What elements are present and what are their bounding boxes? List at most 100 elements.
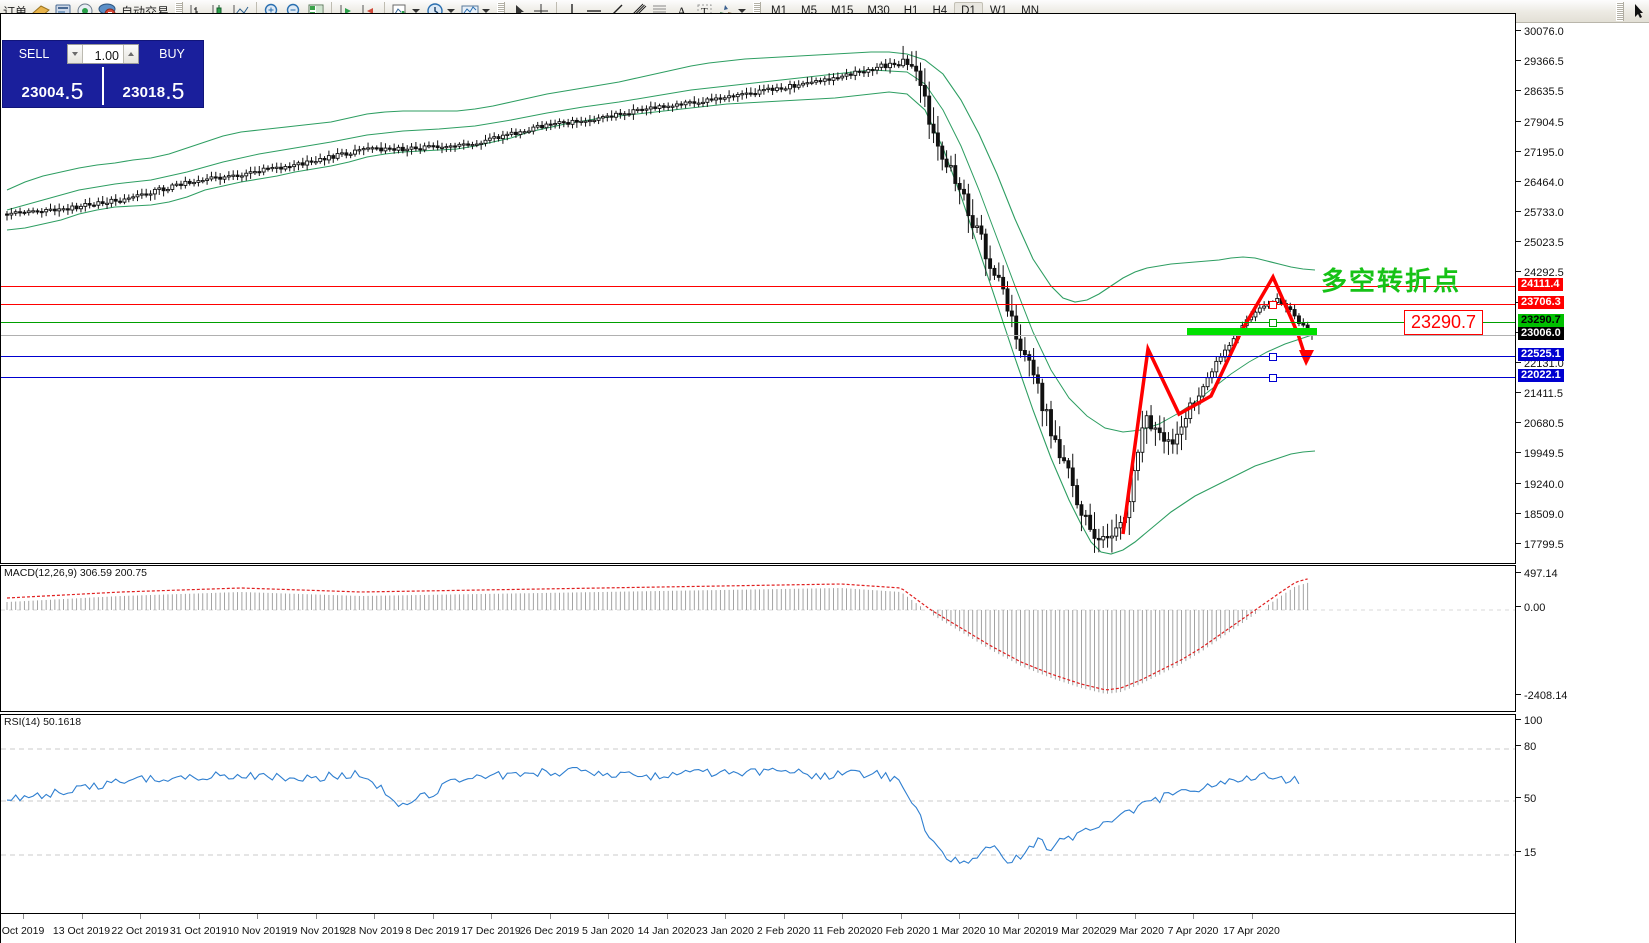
toolbar-grip[interactable] bbox=[1616, 1, 1624, 21]
level-handle-22022[interactable] bbox=[1269, 374, 1277, 382]
time-tick-label: 1 Mar 2020 bbox=[932, 925, 986, 937]
svg-text:T: T bbox=[701, 6, 708, 18]
macd-tick: -2408.14 bbox=[1516, 690, 1567, 702]
level-tag-22022[interactable]: 22022.1 bbox=[1518, 369, 1564, 382]
buy-price[interactable]: 23018.5 bbox=[104, 67, 203, 105]
time-tick-mark bbox=[198, 914, 200, 919]
sell-price[interactable]: 23004.5 bbox=[3, 67, 102, 105]
volume-increase-button[interactable] bbox=[123, 45, 138, 63]
buy-button[interactable]: BUY bbox=[141, 41, 203, 67]
chinese-annotation-text: 多空转折点 bbox=[1321, 267, 1462, 297]
sell-button[interactable]: SELL bbox=[3, 41, 65, 67]
toolbar-separator bbox=[331, 1, 333, 21]
time-tick-label: 19 Nov 2019 bbox=[285, 925, 346, 937]
volume-stepper[interactable]: 1.00 bbox=[67, 44, 139, 64]
time-tick-label: 19 Mar 2020 bbox=[1046, 925, 1106, 937]
price-tick: 27904.5 bbox=[1516, 117, 1564, 129]
rsi-pane[interactable]: RSI(14) 50.1618 bbox=[0, 714, 1516, 914]
chevron-down-icon[interactable] bbox=[412, 9, 421, 13]
toolbar-separator bbox=[384, 1, 386, 21]
toolbar-grip[interactable] bbox=[753, 1, 762, 21]
time-tick-mark bbox=[900, 914, 902, 919]
time-tick-label: 22 Oct 2019 bbox=[111, 925, 169, 937]
price-scale-macd[interactable]: 497.14 0.00 -2408.14 bbox=[1516, 565, 1649, 712]
time-tick-mark bbox=[725, 914, 726, 919]
time-scale[interactable]: Oct 2019 13 Oct 2019 22 Oct 2019 31 Oct 201… bbox=[0, 914, 1516, 943]
level-handle-23706[interactable] bbox=[1269, 301, 1277, 309]
time-tick-mark bbox=[374, 914, 375, 919]
volume-value[interactable]: 1.00 bbox=[94, 49, 119, 63]
main-chart-pane[interactable]: 多空转折点 bbox=[0, 13, 1516, 564]
chevron-down-icon[interactable] bbox=[482, 9, 491, 13]
price-level-line-22022[interactable] bbox=[1, 377, 1515, 378]
price-tick: 25733.0 bbox=[1516, 207, 1564, 219]
time-tick-label: 5 Jan 2020 bbox=[582, 925, 634, 937]
trend-annotation-lines[interactable] bbox=[1, 14, 1515, 563]
price-scale-rsi[interactable]: 100 80 50 15 bbox=[1516, 714, 1649, 914]
level-handle-22525[interactable] bbox=[1269, 353, 1277, 361]
time-tick-label: 17 Apr 2020 bbox=[1223, 925, 1280, 937]
price-tick: 25023.5 bbox=[1516, 237, 1564, 249]
level-handle-23290[interactable] bbox=[1269, 319, 1277, 327]
macd-pane[interactable]: MACD(12,26,9) 306.59 200.75 bbox=[0, 565, 1516, 712]
time-tick-label: 10 Mar 2020 bbox=[988, 925, 1047, 937]
chevron-down-icon[interactable] bbox=[738, 9, 747, 13]
price-tick: 18509.0 bbox=[1516, 509, 1564, 521]
level-tag-23290[interactable]: 23290.7 bbox=[1518, 314, 1564, 327]
cursor-arrow-icon[interactable] bbox=[1627, 1, 1649, 21]
level-tag-23006-bid: 23006.0 bbox=[1518, 327, 1564, 340]
support-zone-marker[interactable] bbox=[1187, 328, 1317, 335]
macd-tick: 497.14 bbox=[1516, 568, 1558, 580]
text-label-icon[interactable]: A bbox=[671, 1, 693, 21]
price-tick: 19949.5 bbox=[1516, 448, 1564, 460]
time-tick-label: 29 Mar 2020 bbox=[1105, 925, 1164, 937]
time-tick-label: 11 Feb 2020 bbox=[812, 925, 872, 937]
main-chart-canvas bbox=[6, 51, 1316, 555]
time-tick-mark bbox=[432, 914, 434, 919]
rsi-tick: 80 bbox=[1516, 741, 1536, 753]
price-divider bbox=[102, 67, 104, 105]
price-level-line-24111[interactable] bbox=[1, 286, 1515, 287]
price-tick: 26464.0 bbox=[1516, 177, 1564, 189]
time-tick-label: 23 Jan 2020 bbox=[696, 925, 754, 937]
time-tick-mark bbox=[1017, 914, 1019, 919]
buy-price-integer: 23018 bbox=[122, 84, 166, 101]
price-level-line-23290[interactable] bbox=[1, 322, 1515, 323]
time-tick-mark bbox=[549, 914, 551, 919]
toolbar-separator bbox=[556, 1, 558, 21]
price-tick: 28635.5 bbox=[1516, 86, 1564, 98]
rsi-label: RSI(14) 50.1618 bbox=[4, 716, 82, 728]
time-tick-mark bbox=[1134, 914, 1136, 919]
time-tick-mark bbox=[1076, 914, 1077, 919]
time-tick-mark bbox=[491, 914, 492, 919]
macd-canvas bbox=[1, 578, 1515, 694]
time-tick-mark bbox=[666, 914, 668, 919]
rsi-tick: 50 bbox=[1516, 793, 1536, 805]
price-callout-box: 23290.7 bbox=[1404, 310, 1484, 335]
horizontal-line-icon[interactable] bbox=[583, 1, 605, 21]
time-tick-label: 8 Dec 2019 bbox=[405, 925, 460, 937]
volume-decrease-button[interactable] bbox=[68, 45, 83, 63]
one-click-trading-panel[interactable]: SELL 1.00 BUY 23004.5 23018.5 bbox=[2, 40, 204, 108]
toolbar-grip[interactable] bbox=[175, 1, 184, 21]
time-tick-label: 14 Jan 2020 bbox=[637, 925, 696, 937]
price-scale-main[interactable]: 30076.0 29366.5 28635.5 27904.5 27195.0 26464… bbox=[1516, 13, 1649, 564]
time-tick-mark bbox=[23, 914, 24, 919]
toolbar-grip[interactable] bbox=[497, 1, 506, 21]
chevron-down-icon[interactable] bbox=[447, 9, 456, 13]
time-tick-mark bbox=[257, 914, 258, 919]
level-tag-24111[interactable]: 24111.4 bbox=[1518, 278, 1563, 291]
sell-price-integer: 23004 bbox=[21, 84, 65, 101]
price-level-line-23706[interactable] bbox=[1, 304, 1515, 305]
level-tag-23706[interactable]: 23706.3 bbox=[1518, 296, 1564, 309]
price-level-line-22525[interactable] bbox=[1, 356, 1515, 357]
text-icon[interactable]: T bbox=[693, 1, 715, 21]
time-tick-mark bbox=[783, 914, 785, 919]
time-tick-mark bbox=[608, 914, 609, 919]
rsi-tick: 100 bbox=[1516, 715, 1542, 727]
rsi-tick: 15 bbox=[1516, 847, 1536, 859]
level-tag-22525[interactable]: 22525.1 bbox=[1518, 348, 1564, 361]
price-tick: 30076.0 bbox=[1516, 26, 1564, 38]
sell-price-decimal: .5 bbox=[64, 78, 84, 104]
